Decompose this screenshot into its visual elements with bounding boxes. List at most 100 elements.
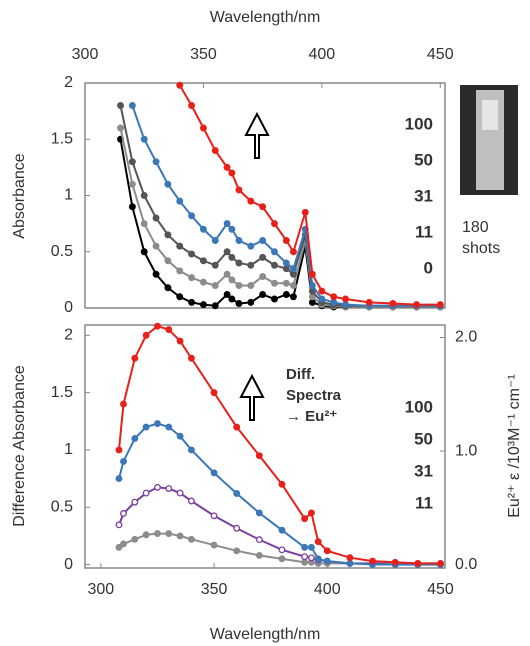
x-tick-label: 350	[190, 46, 217, 63]
data-point	[128, 180, 136, 188]
data-point	[165, 423, 173, 431]
data-point	[228, 295, 236, 303]
data-point	[235, 282, 243, 289]
series-label: 31	[414, 461, 433, 480]
data-point	[271, 279, 278, 287]
plot-frame	[84, 324, 446, 569]
data-point	[259, 253, 267, 261]
data-point	[307, 543, 315, 551]
y2-tick-label: 1.0	[455, 442, 477, 459]
data-point	[131, 535, 139, 543]
annotation: Spectra	[286, 387, 342, 404]
series-label: 31	[414, 186, 433, 205]
data-point	[154, 483, 161, 491]
data-point	[228, 253, 236, 261]
data-point	[259, 237, 267, 244]
data-point	[165, 485, 173, 492]
data-point	[437, 559, 444, 567]
data-point	[223, 291, 231, 298]
data-point	[301, 543, 309, 551]
data-point	[223, 248, 231, 256]
up-arrow	[244, 111, 270, 159]
y2-tick-label: 2.0	[455, 329, 477, 346]
data-point	[152, 158, 160, 166]
data-point	[120, 540, 127, 548]
data-point	[223, 163, 231, 171]
series-label: 100	[405, 397, 433, 416]
y-tick-label: 1.5	[51, 384, 73, 401]
x-tick-label: 450	[427, 581, 454, 598]
data-point	[233, 423, 241, 431]
y-tick-label: 0.5	[51, 498, 73, 515]
data-point	[346, 554, 354, 562]
y-tick-label: 1.5	[51, 130, 73, 147]
data-point	[140, 192, 148, 199]
series-label: 11	[415, 222, 433, 241]
annotation: → Eu²⁺	[286, 408, 337, 425]
y-tick-label: 0	[64, 556, 73, 573]
data-point	[308, 282, 316, 289]
data-point	[211, 261, 219, 269]
data-point	[176, 293, 184, 301]
data-point	[115, 543, 123, 551]
data-point	[131, 435, 139, 442]
data-point	[247, 197, 255, 205]
data-point	[176, 489, 184, 497]
data-point	[301, 553, 309, 561]
data-point	[199, 124, 207, 132]
data-point	[152, 270, 160, 278]
data-point	[314, 538, 322, 546]
data-point	[115, 475, 123, 483]
data-point	[140, 220, 148, 228]
data-point	[176, 337, 184, 345]
x-tick-label: 300	[72, 46, 99, 63]
data-point	[117, 102, 124, 109]
data-point	[211, 147, 219, 154]
up-arrow	[239, 373, 265, 421]
y-axis-title: Absorbance	[11, 153, 28, 238]
data-point	[142, 489, 150, 497]
series-line	[119, 105, 441, 307]
data-point	[131, 354, 139, 362]
data-point	[128, 158, 136, 166]
data-point	[187, 446, 195, 454]
data-point	[128, 102, 136, 109]
data-point	[188, 250, 196, 258]
x-tick-label: 400	[308, 46, 335, 63]
data-point	[289, 282, 297, 289]
data-point	[413, 301, 421, 309]
data-point	[199, 225, 207, 233]
data-point	[154, 322, 161, 330]
data-point	[391, 558, 399, 566]
data-point	[330, 298, 338, 306]
series-label: 50	[414, 150, 433, 169]
x-tick-label: 300	[87, 581, 114, 598]
data-point	[369, 557, 376, 565]
series-line	[119, 139, 441, 308]
data-point	[228, 225, 236, 233]
data-point	[282, 291, 290, 298]
y-axis-title: Difference Absorbance	[11, 365, 28, 527]
data-point	[271, 261, 278, 269]
data-point	[307, 554, 315, 562]
data-point	[389, 300, 397, 307]
data-point	[176, 267, 184, 275]
data-point	[282, 259, 290, 267]
series-line	[117, 422, 441, 566]
data-point	[188, 212, 196, 220]
data-point	[247, 298, 255, 306]
data-point	[187, 535, 195, 543]
photo-caption: 180	[462, 219, 489, 236]
data-point	[188, 102, 196, 109]
x-axis-title: Wavelength/nm	[210, 9, 321, 26]
series-label: 0	[424, 258, 433, 277]
series-line	[119, 127, 441, 308]
data-point	[323, 557, 331, 565]
data-point	[365, 298, 373, 306]
data-point	[152, 242, 160, 250]
data-point	[247, 261, 255, 269]
data-point	[301, 558, 309, 566]
data-point	[142, 331, 150, 339]
data-point	[259, 273, 267, 280]
data-point	[323, 547, 331, 555]
